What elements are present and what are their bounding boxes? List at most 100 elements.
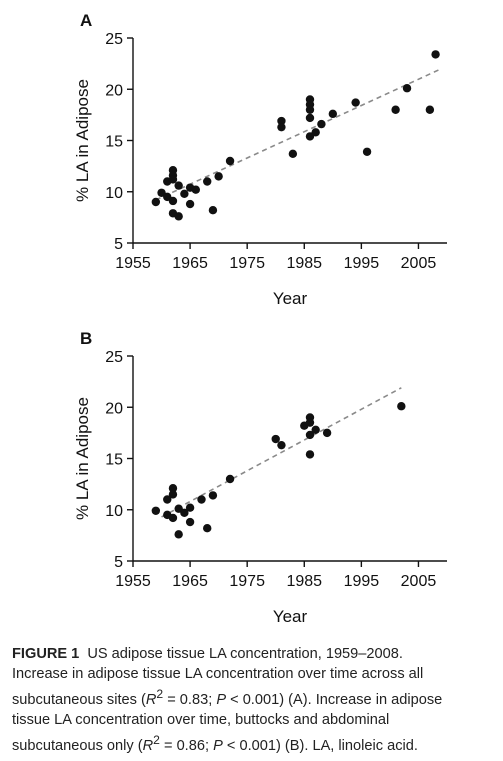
data-point: [328, 109, 338, 119]
caption-line-2: Increase in adipose tissue LA concentrat…: [12, 666, 424, 682]
caption-text: < 0.001) (A). Increase in adipose: [226, 691, 443, 708]
y-tick-label: 20: [105, 82, 123, 99]
data-point: [305, 450, 315, 459]
data-point: [185, 199, 195, 209]
figure-caption: FIGURE 1 US adipose tissue LA concentrati…: [12, 644, 494, 756]
data-point: [288, 149, 298, 159]
panel-label: B: [80, 329, 92, 348]
y-tick-label: 5: [114, 554, 123, 571]
scatter-plot-a: A 5 10 15 20 25 1955 1965 1975 1985 1995 2005 Year % …: [73, 11, 447, 308]
y-tick-label: 10: [105, 503, 123, 520]
data-point: [191, 185, 200, 194]
data-point: [208, 491, 218, 500]
caption-superscript: 2: [156, 687, 164, 701]
data-point: [305, 113, 315, 123]
data-point: [431, 50, 440, 59]
y-tick-label: 5: [114, 236, 123, 253]
data-point: [277, 122, 286, 132]
caption-r-symbol: R: [145, 691, 157, 708]
data-point: [351, 98, 360, 107]
data-point: [203, 177, 212, 186]
caption-p-symbol: P: [216, 691, 227, 708]
trend-line: [155, 68, 442, 201]
y-tick-label: 15: [105, 134, 123, 151]
x-tick-label: 1955: [115, 573, 151, 590]
caption-line-5: subcutaneous only (R2 = 0.86; P < 0.001)…: [12, 730, 494, 756]
caption-text: < 0.001) (B). LA, linoleic acid.: [222, 737, 418, 754]
data-point: [311, 425, 320, 434]
caption-text: = 0.86;: [159, 737, 214, 754]
data-point: [174, 530, 183, 539]
x-tick-label: 1995: [344, 255, 380, 272]
data-point: [174, 212, 183, 221]
x-tick-label: 1985: [286, 573, 322, 590]
x-tick-label: 1955: [115, 255, 151, 272]
caption-p-symbol: P: [213, 737, 223, 754]
y-axis-label: % LA in Adipose: [73, 79, 92, 202]
data-point: [208, 206, 218, 215]
data-point: [180, 508, 189, 518]
caption-r-symbol: R: [142, 737, 154, 754]
x-tick-label: 1975: [229, 255, 265, 272]
data-point: [397, 402, 406, 411]
data-point: [425, 105, 435, 114]
data-point: [311, 128, 320, 137]
x-axis-label: Year: [273, 289, 308, 308]
x-axis-label: Year: [273, 607, 308, 626]
caption-line-1: FIGURE 1 US adipose tissue LA concentrati…: [12, 644, 494, 664]
data-point: [277, 440, 286, 450]
data-point: [225, 156, 235, 166]
y-tick-label: 20: [105, 400, 123, 417]
data-point: [322, 428, 332, 438]
data-point: [151, 197, 161, 207]
caption-line-3: subcutaneous sites (R2 = 0.83; P < 0.001…: [12, 684, 494, 710]
x-tick-label: 1965: [172, 255, 208, 272]
caption-superscript: 2: [153, 732, 160, 747]
x-tick-label: 1965: [172, 573, 208, 590]
caption-text: subcutaneous only (: [12, 737, 143, 754]
caption-text: = 0.83;: [163, 691, 217, 708]
caption-line-4: tissue LA concentration over time, butto…: [12, 711, 390, 728]
caption-title: US adipose tissue LA concentration, 1959…: [87, 646, 403, 662]
data-point: [317, 119, 326, 129]
trend-line: [161, 387, 402, 518]
data-point: [151, 506, 161, 515]
y-tick-label: 25: [105, 31, 123, 48]
data-point: [197, 495, 206, 504]
y-tick-label: 15: [105, 452, 123, 469]
data-point: [163, 495, 172, 504]
data-point: [305, 418, 315, 427]
data-point: [168, 513, 178, 523]
panel-label: A: [80, 11, 92, 30]
data-point: [402, 84, 412, 93]
x-tick-label: 1995: [344, 573, 380, 590]
data-point: [225, 474, 235, 484]
chart-panel-b: B 5 10 15 20 25 1955 1965 1975 1985 1995 2005 Year % …: [0, 318, 503, 636]
caption-figure-label: FIGURE 1: [12, 646, 80, 662]
data-point: [168, 484, 178, 493]
data-point: [391, 105, 400, 114]
data-point: [168, 175, 178, 184]
chart-panel-a: A 5 10 15 20 25 1955 1965 1975 1985 1995 2005 Year % …: [0, 0, 503, 318]
data-point: [203, 524, 212, 533]
data-point: [180, 189, 189, 198]
data-point: [305, 105, 315, 114]
data-point: [185, 517, 195, 527]
x-tick-label: 1975: [229, 573, 265, 590]
caption-text: subcutaneous sites (: [12, 691, 146, 708]
data-point: [185, 503, 195, 512]
data-point: [174, 181, 183, 190]
x-tick-label: 2005: [401, 255, 437, 272]
data-point: [168, 490, 178, 499]
y-axis-label: % LA in Adipose: [73, 397, 92, 520]
data-point: [362, 147, 372, 156]
data-point: [305, 430, 315, 440]
data-point: [168, 196, 178, 206]
scatter-plot-b: B 5 10 15 20 25 1955 1965 1975 1985 1995 2005 Year % …: [73, 329, 447, 626]
y-tick-label: 10: [105, 185, 123, 202]
data-point: [277, 116, 286, 126]
data-point: [271, 434, 280, 444]
x-tick-label: 2005: [401, 573, 437, 590]
y-tick-label: 25: [105, 349, 123, 366]
x-tick-label: 1985: [286, 255, 322, 272]
